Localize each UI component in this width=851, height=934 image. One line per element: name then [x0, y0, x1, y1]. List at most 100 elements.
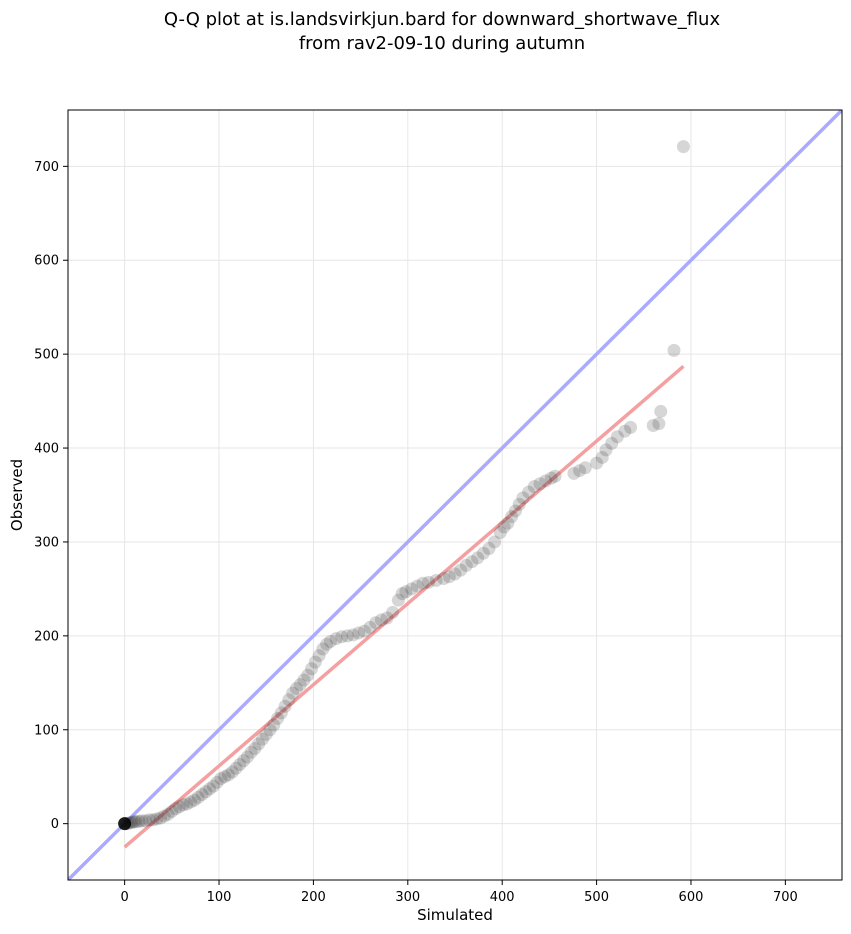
- qq-point: [410, 579, 424, 593]
- y-tick-label: 200: [34, 629, 59, 644]
- qq-point: [539, 474, 553, 488]
- qq-point: [437, 572, 451, 586]
- qq-point: [206, 779, 220, 793]
- qq-point: [214, 772, 228, 786]
- plot-frame: [67, 109, 843, 881]
- qq-point: [346, 628, 360, 642]
- qq-point: [454, 563, 468, 577]
- identity-line: [68, 110, 842, 880]
- qq-point: [380, 611, 394, 625]
- qq-point: [184, 795, 198, 809]
- qq-point: [465, 555, 479, 569]
- qq-point: [161, 807, 175, 821]
- y-axis-ticks: 0 100 200 300 400 500 600 700: [34, 160, 68, 832]
- qq-point: [312, 649, 326, 663]
- qq-point: [187, 793, 201, 807]
- qq-point: [154, 811, 168, 825]
- qq-point: [508, 504, 522, 518]
- x-axis-ticks: 0 100 200 300 400 500 600 700: [120, 880, 798, 905]
- qq-point: [248, 742, 262, 756]
- qq-point: [605, 436, 619, 450]
- qq-point: [221, 768, 235, 782]
- y-tick-label: 100: [34, 723, 59, 738]
- x-tick-label: 100: [207, 890, 232, 905]
- qq-point: [274, 706, 288, 720]
- qq-point: [305, 662, 319, 676]
- qq-point: [459, 558, 473, 572]
- data-points: [118, 140, 690, 831]
- qq-point: [233, 758, 247, 771]
- qq-point: [497, 520, 511, 534]
- x-tick-label: 0: [120, 890, 128, 905]
- qq-point: [405, 582, 419, 596]
- qq-point: [138, 814, 152, 828]
- y-tick-label: 300: [34, 535, 59, 550]
- y-tick-label: 600: [34, 254, 59, 269]
- qq-point: [335, 630, 349, 644]
- x-tick-label: 500: [584, 890, 609, 905]
- qq-point: [595, 450, 609, 464]
- qq-point: [172, 800, 186, 814]
- qq-point: [544, 471, 558, 485]
- qq-point: [610, 430, 624, 444]
- qq-point: [399, 585, 413, 599]
- qq-point: [278, 699, 292, 713]
- grid: [68, 110, 842, 880]
- qq-point: [282, 693, 296, 707]
- qq-point: [505, 510, 519, 524]
- qq-point: [135, 814, 149, 828]
- qq-point: [176, 798, 190, 812]
- x-tick-label: 700: [773, 890, 798, 905]
- qq-point: [369, 616, 383, 630]
- qq-point: [527, 480, 541, 494]
- qq-point: [590, 456, 604, 470]
- qq-point: [599, 443, 613, 457]
- qq-point: [391, 593, 405, 607]
- qq-point: [286, 686, 300, 700]
- qq-point: [203, 782, 217, 796]
- qq-point: [142, 813, 156, 827]
- qq-point: [654, 404, 668, 418]
- qq-point: [191, 790, 205, 804]
- y-tick-label: 400: [34, 442, 59, 457]
- qq-point: [429, 573, 443, 587]
- qq-point: [624, 420, 638, 434]
- qq-point: [352, 626, 366, 640]
- qq-point: [646, 419, 660, 433]
- y-tick-label: 500: [34, 348, 59, 363]
- qq-point: [395, 587, 409, 601]
- x-axis-label: Simulated: [417, 906, 493, 924]
- qq-point: [308, 655, 322, 669]
- qq-point: [512, 497, 526, 511]
- qq-point: [522, 485, 536, 499]
- qq-point: [442, 570, 456, 584]
- qq-point: [676, 140, 690, 154]
- qq-point: [578, 461, 592, 475]
- qq-point: [501, 516, 515, 530]
- y-axis-label: Observed: [8, 459, 26, 531]
- qq-point: [386, 605, 400, 619]
- qq-point: [259, 727, 273, 741]
- qq-point: [533, 477, 547, 491]
- qq-point: [240, 750, 254, 764]
- qq-point: [297, 673, 311, 687]
- qq-point: [567, 466, 581, 480]
- qq-point: [150, 812, 164, 826]
- qq-point: [316, 642, 330, 656]
- qq-point: [199, 785, 213, 799]
- qq-point: [374, 613, 388, 627]
- qq-point: [218, 770, 232, 784]
- qq-point: [488, 535, 502, 549]
- qq-point: [448, 567, 462, 581]
- reference-lines: [68, 110, 842, 880]
- qq-point: [340, 629, 354, 643]
- y-tick-label: 0: [51, 817, 59, 832]
- x-tick-label: 400: [490, 890, 515, 905]
- qq-point: [244, 745, 258, 759]
- qq-point: [301, 668, 315, 682]
- qq-point: [210, 775, 224, 789]
- chart-title: Q-Q plot at is.landsvirkjun.bard for dow…: [164, 9, 721, 30]
- qq-point: [180, 797, 194, 811]
- qq-point: [573, 464, 587, 478]
- qq-point: [493, 526, 507, 540]
